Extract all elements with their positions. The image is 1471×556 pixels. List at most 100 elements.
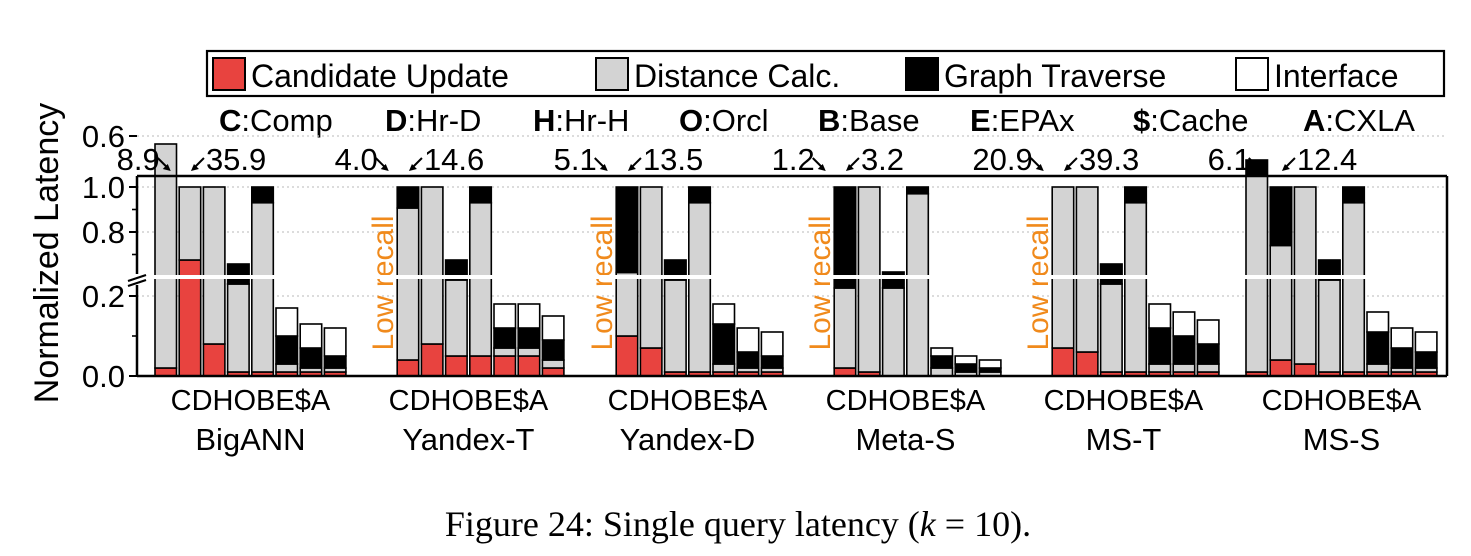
abbreviation-item: H:Hr-H [533,103,629,138]
bar-segment [468,355,493,377]
abbreviation-item: A:CXLA [1303,103,1415,138]
abbreviation-value: :Hr-D [407,103,481,138]
bar-segment [299,347,323,369]
overflow-value-left: 5.1 [554,142,597,177]
bar-segment [1269,244,1293,361]
abbreviation-value: :Base [840,103,919,138]
abbreviation-item: O:Orcl [679,103,769,138]
top-annotations: 8.9 35.9 4.0 14.6 5.1 13.5 1.2 3.2 20.9 39.3 6.1 12… [117,142,1358,177]
abbreviation-item: $:Cache [1133,103,1248,138]
bar-segment [639,347,663,377]
dataset-label: MS-S [1303,422,1381,457]
y-axis-label: Normalized Latency [28,103,66,403]
bar-segment [1366,331,1390,365]
bar-segment [275,363,299,373]
category-letters: CDHOBE$A [171,385,331,417]
bar-segment [323,355,347,369]
bar-segment [1099,283,1123,373]
bar-segment [493,355,517,377]
abbreviation-item: D:Hr-D [385,103,481,138]
bar-segment [954,363,978,373]
low-recall-label: Low recall [367,215,400,350]
bar-segment [1366,363,1390,373]
legend-swatch [905,57,939,91]
arrow-left-head [1035,164,1044,171]
bar-segment [323,327,347,357]
bar-segment [930,355,954,369]
bar-segment [857,186,881,373]
bar-segment [251,186,275,204]
y-tick-label: 0.0 [82,359,125,394]
bar-segment [1414,331,1438,353]
bar-segment [687,201,712,373]
bar-segment [712,323,736,365]
low-recall-label: Low recall [586,215,619,350]
bar-segment [202,343,226,377]
arrow-left-head [380,164,389,171]
abbreviation-item: E:EPAx [970,103,1075,138]
overflow-value-left: 4.0 [335,142,378,177]
bar-segment [1124,201,1148,373]
bar-segment [905,192,930,377]
arrow-right-head [190,164,199,171]
bar-segment [444,355,468,377]
arrow-right-head [1281,164,1290,171]
bar-segment [226,283,250,373]
bar-segment [251,201,275,373]
bar-segment [226,263,250,285]
bar-segment [444,279,468,357]
axis-break-mark [127,278,147,288]
bar-segment [1269,186,1293,247]
overflow-value-right: 3.2 [861,142,904,177]
bar-segment [1172,311,1196,337]
bar-segment [615,271,639,337]
bar-segment [1172,363,1196,373]
arrow-left-head [1253,164,1262,171]
bar-segment [396,359,420,377]
bar-segment [1075,351,1099,377]
abbreviation-value: :CXLA [1325,103,1415,138]
bar-segment [202,186,226,345]
bar-segment [687,186,712,204]
bar-segment [881,287,905,377]
bar-segment [736,327,760,353]
abbreviation-key: A [1303,103,1325,138]
overflow-value-left: 6.1 [1208,142,1251,177]
category-letters: CDHOBE$A [389,385,549,417]
bar-segment [1075,186,1099,353]
y-tick-label: 1.0 [82,170,125,205]
caption-k: k [920,504,937,544]
bar-segment [712,363,736,373]
bar-segment [1148,327,1172,365]
bar-segment [760,331,784,357]
x-axis-labels: CDHOBE$A BigANN CDHOBE$A Yandex-T CDHOBE$A Ya… [171,385,1422,457]
overflow-value-right: 35.9 [206,142,266,177]
arrow-left-head [162,164,171,171]
bar-segment [1390,347,1414,369]
bar-segment [517,303,541,329]
bar-segment [1196,363,1220,373]
legend-label: Graph Traverse [944,58,1166,94]
bar-segment [517,327,541,349]
abbreviation-item: B:Base [818,103,920,138]
bar-segment [541,315,565,341]
abbreviation-key: D [385,103,407,138]
bar-segment [1317,279,1341,373]
bar-segment [154,143,178,369]
overflow-value-left: 20.9 [972,142,1032,177]
bar-segment [1414,351,1438,369]
y-tick-label: 0.2 [82,279,125,314]
bar-segment [833,287,857,369]
abbreviation-key: H [533,103,555,138]
bar-segment [1293,363,1317,377]
category-letters: CDHOBE$A [608,385,768,417]
bar-segment [1051,347,1075,377]
bar-segment [178,186,202,261]
abbreviation-item: C:Comp [219,103,333,138]
bar-segment [517,355,541,377]
caption-prefix: Figure 24: Single query latency ( [445,504,920,544]
y-tick-label: 0.8 [82,215,125,250]
overflow-value-left: 1.2 [772,142,815,177]
abbreviation-key: C [219,103,241,138]
bar-segment [905,186,930,195]
